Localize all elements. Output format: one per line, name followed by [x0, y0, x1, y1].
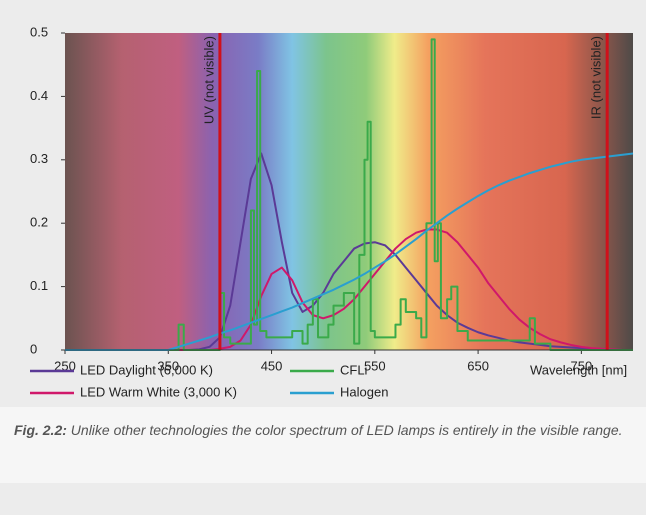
legend-label: Halogen: [340, 384, 388, 399]
x-tick-label: 450: [261, 358, 283, 373]
x-tick-label: 750: [571, 358, 593, 373]
annotation-label: UV (not visible): [201, 36, 216, 124]
y-tick-label: 0.2: [30, 215, 48, 230]
y-tick-label: 0.1: [30, 278, 48, 293]
spectrum-background: [65, 33, 633, 350]
caption-text: Unlike other technologies the color spec…: [71, 422, 623, 438]
legend-label: CFLi: [340, 362, 368, 377]
x-tick-label: 650: [467, 358, 489, 373]
y-tick-label: 0.3: [30, 151, 48, 166]
caption: Fig. 2.2: Unlike other technologies the …: [0, 407, 646, 483]
legend-label: LED Warm White (3,000 K): [80, 384, 237, 399]
page: Wavelength [nm] 00.10.20.30.40.525035045…: [0, 0, 646, 515]
annotation-label: IR (not visible): [589, 36, 604, 119]
y-tick-label: 0: [30, 341, 37, 356]
y-tick-label: 0.4: [30, 88, 48, 103]
caption-label: Fig. 2.2:: [14, 422, 67, 438]
legend-label: LED Daylight (6,000 K): [80, 362, 213, 377]
y-tick-label: 0.5: [30, 24, 48, 39]
